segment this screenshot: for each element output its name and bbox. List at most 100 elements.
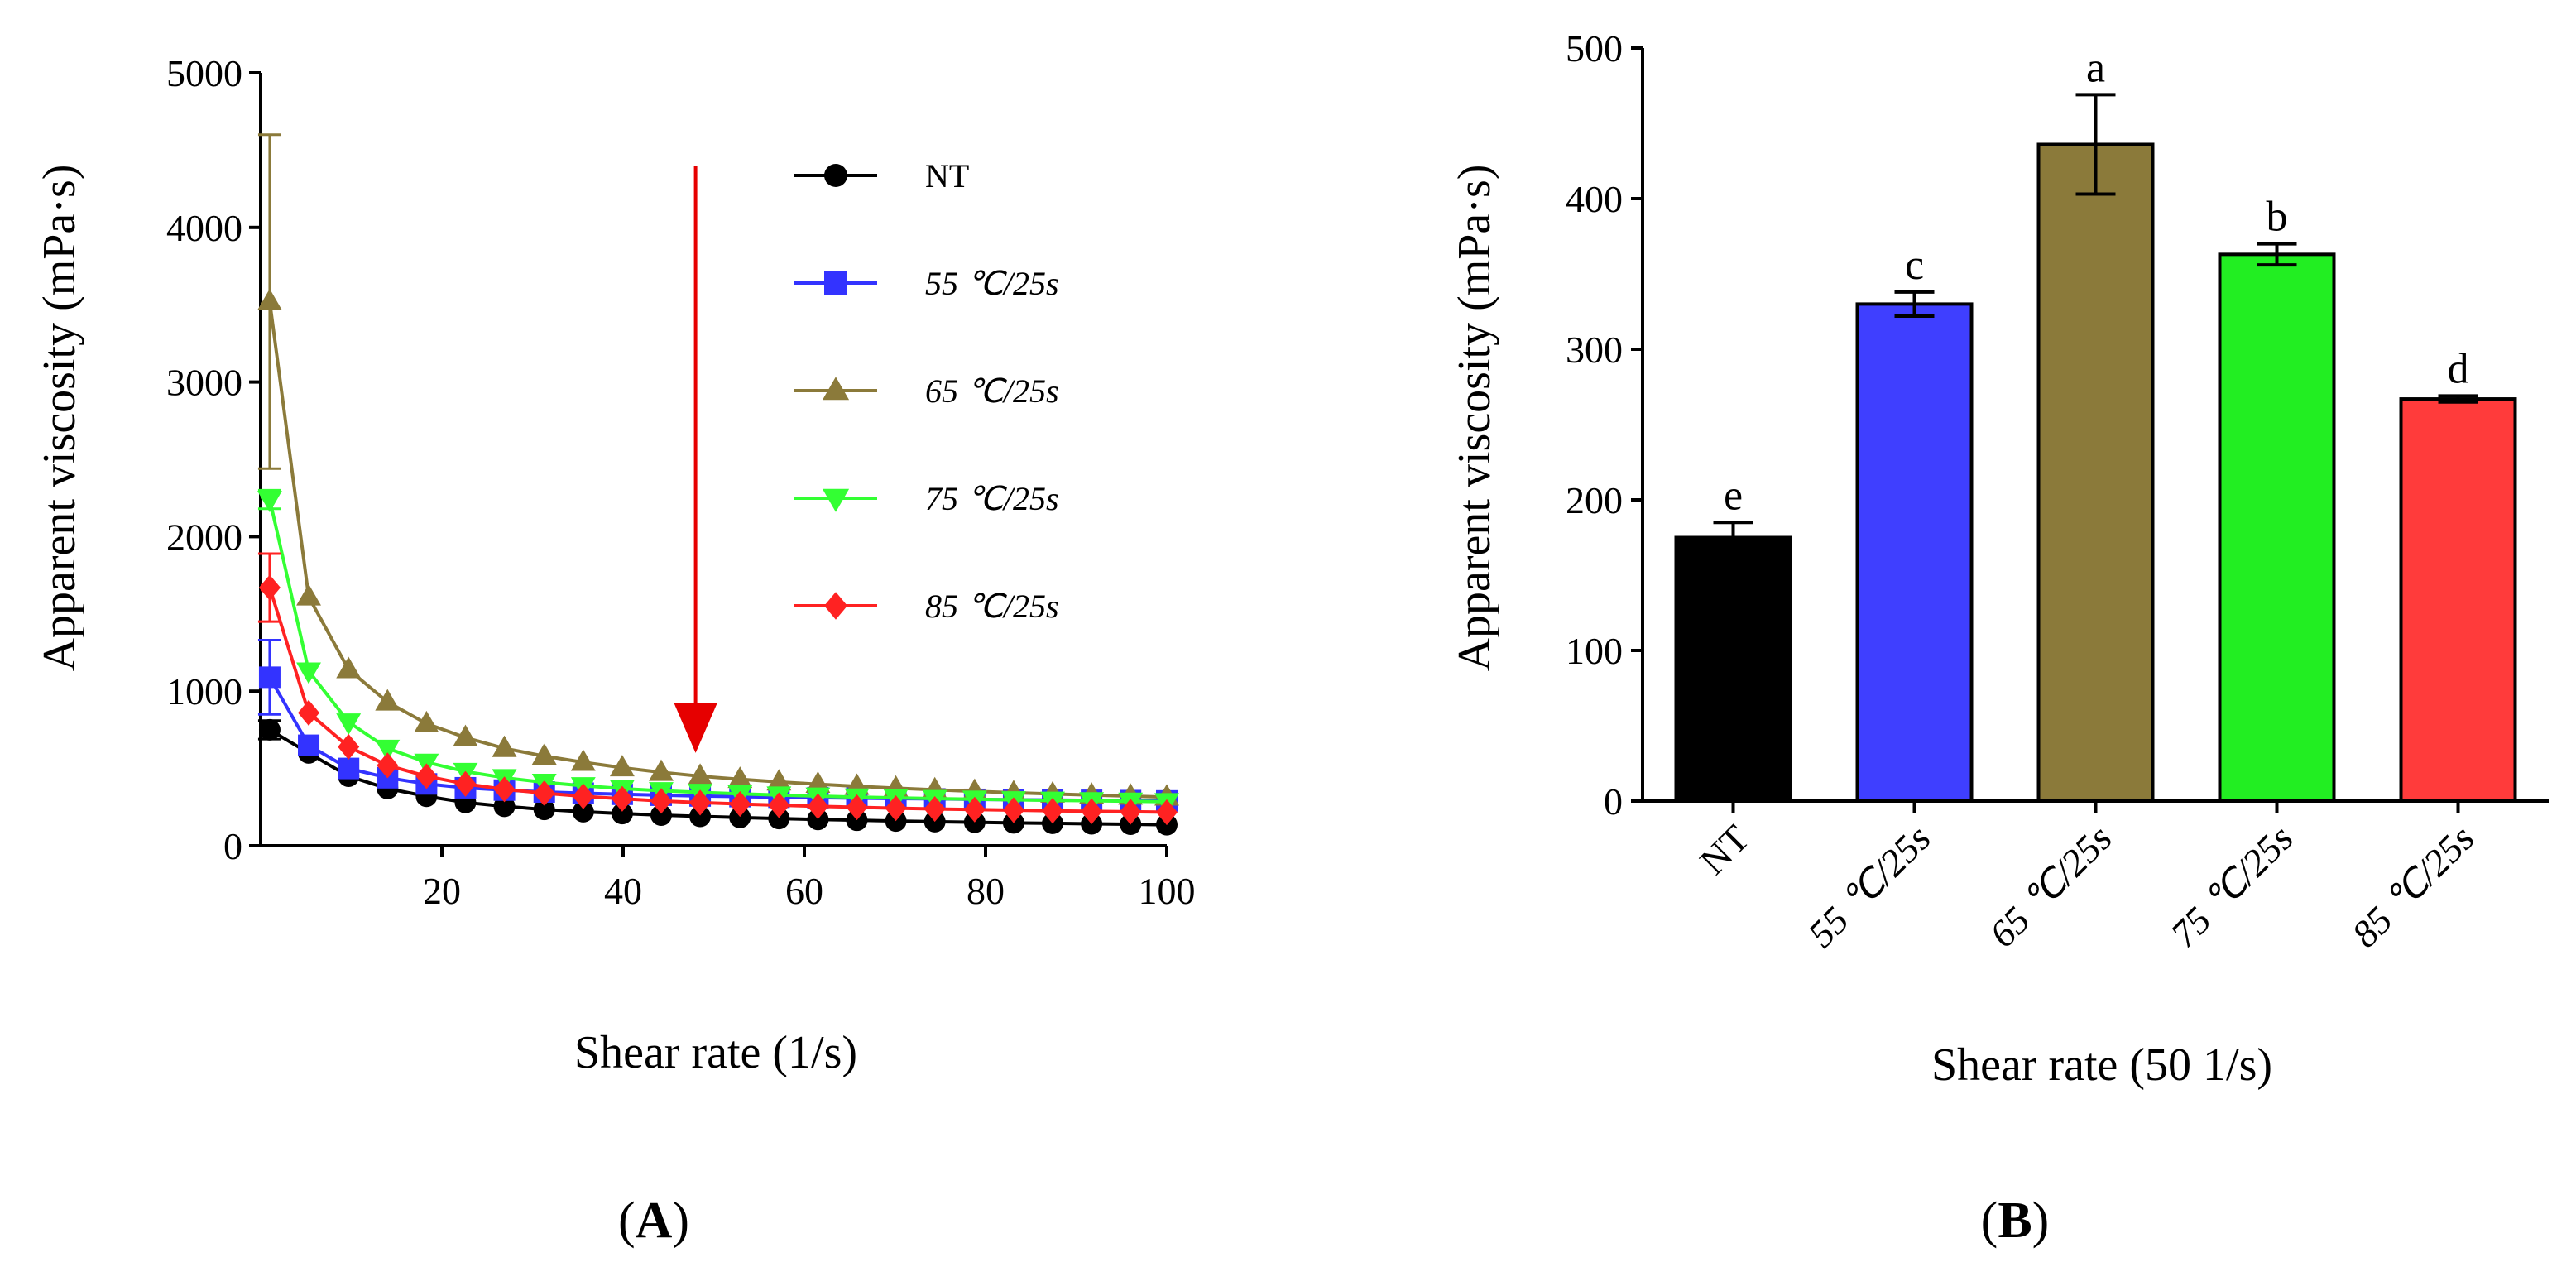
panel-a-series-line	[268, 676, 1168, 803]
panel-a-arrow-head	[674, 703, 717, 753]
panel-a-legend-marker	[822, 488, 850, 512]
panel-b-axes: 0 100 200 300 400 500	[1566, 27, 2549, 823]
panel-a-data-point	[493, 795, 516, 818]
panel-b-bar-group: e NT	[1674, 472, 1792, 882]
panel-a-data-point	[807, 793, 829, 819]
panel-a-y-tick-label: 5000	[166, 52, 242, 94]
panel-b-x-tick-label: 75 ℃/25s	[2162, 817, 2300, 955]
panel-a-series-4	[257, 552, 1178, 826]
panel-b-bar-group: b 75 ℃/25s	[2162, 194, 2336, 955]
panel-a-legend: NT 55 ℃/25s 65 ℃/25s 75 ℃/25s 85 ℃/25s	[794, 157, 1059, 625]
panel-a-data-point	[375, 739, 401, 761]
panel-b-significance-letter: d	[2448, 345, 2469, 392]
panel-a-data-point	[729, 806, 751, 828]
panel-a-data-point	[533, 799, 555, 821]
panel-a-legend-label: 75 ℃/25s	[925, 480, 1059, 517]
panel-b-bar	[2399, 397, 2517, 803]
panel-b-y-tick-label: 300	[1566, 329, 1623, 371]
panel-a-data-point	[454, 770, 477, 797]
panel-a-legend-item: 85 ℃/25s	[794, 588, 1059, 625]
panel-a-data-point	[298, 699, 320, 726]
panel-a-legend-marker	[824, 271, 847, 295]
panel-b-bar	[2218, 252, 2336, 803]
panel-a-data-point	[1002, 797, 1024, 823]
panel-a-data-point	[296, 662, 321, 684]
panel-a-annotation	[674, 166, 717, 753]
panel-a-legend-label: 85 ℃/25s	[925, 588, 1059, 625]
panel-b-label: (B)	[1981, 1193, 2050, 1249]
panel-a-legend-label: 55 ℃/25s	[925, 265, 1059, 302]
panel-b-x-tick-label: 65 ℃/25s	[1981, 817, 2119, 955]
panel-a-legend-item: 75 ℃/25s	[794, 480, 1059, 517]
panel-a-legend-label: NT	[925, 157, 969, 194]
panel-a-data-point	[531, 743, 557, 765]
panel-a-data-point	[258, 718, 281, 741]
panel-b-y-axis-title: Apparent viscosity (mPa·s)	[1449, 165, 1500, 672]
panel-a-series-1	[257, 639, 1178, 812]
panel-b-bar	[2036, 142, 2155, 804]
panel-a-data-point	[766, 769, 792, 791]
panel-a-data-point	[336, 656, 362, 679]
panel-a-data-point	[768, 808, 790, 830]
panel-a-y-tick-label: 1000	[166, 670, 242, 713]
panel-a-data-point	[1156, 799, 1178, 826]
panel-a-series	[257, 133, 1179, 836]
panel-b-y-tick-label: 200	[1566, 479, 1623, 521]
panel-a-data-point	[885, 795, 907, 822]
panel-b-bar	[1674, 535, 1792, 803]
panel-a-data-point	[338, 757, 360, 780]
panel-b-significance-letter: c	[1905, 242, 1924, 289]
panel-a-data-point	[846, 794, 868, 821]
panel-a-data-point	[296, 583, 321, 606]
panel-a-data-point	[727, 766, 753, 789]
panel-a-y-tick-label: 0	[223, 825, 242, 867]
panel-a-data-point	[453, 724, 478, 746]
panel-a-data-point	[963, 796, 986, 823]
panel-a-legend-item: 55 ℃/25s	[794, 265, 1059, 302]
panel-a-data-point	[650, 788, 672, 814]
panel-a-x-tick-label: 40	[604, 870, 642, 912]
panel-a-data-point	[492, 735, 517, 757]
panel-a-y-tick-label: 3000	[166, 362, 242, 404]
panel-b-x-tick-label: 55 ℃/25s	[1800, 817, 1938, 955]
panel-a-data-point	[493, 776, 516, 803]
panel-b-x-axis-title: Shear rate (50 1/s)	[1931, 1039, 2272, 1091]
panel-a-legend-marker	[824, 592, 847, 620]
panel-a-data-point	[336, 713, 362, 736]
panel-b-significance-letter: a	[2086, 44, 2105, 91]
panel-a-data-point	[415, 763, 438, 789]
panel-b-x-tick-label: 85 ℃/25s	[2343, 817, 2482, 955]
panel-a-data-point	[649, 759, 674, 781]
panel-a-data-point	[688, 763, 713, 785]
panel-a-data-point	[572, 800, 594, 823]
panel-a-data-point	[807, 809, 829, 831]
panel-a-data-point	[689, 789, 712, 816]
panel-b-x-tick-label: NT	[1691, 817, 1757, 882]
panel-a-y-tick-label: 2000	[166, 516, 242, 558]
panel-a-data-point	[1042, 798, 1064, 824]
panel-a-y-axis-title: Apparent viscosity (mPa·s)	[34, 165, 85, 672]
panel-a-data-point	[257, 288, 282, 310]
panel-a-data-point	[768, 792, 790, 818]
panel-a-label: (A)	[618, 1193, 689, 1249]
panel-a-data-point	[609, 755, 635, 777]
panel-a-y-tick-label: 4000	[166, 207, 242, 249]
panel-b-y-tick-label: 0	[1604, 780, 1623, 823]
panel-a-data-point	[923, 795, 946, 823]
panel-a-legend-marker	[822, 377, 850, 401]
panel-b-y-tick-label: 400	[1566, 178, 1623, 220]
panel-a-line-chart: 0 1000 2000 3000 4000 5000 20 40 60 80 100 NT 55 ℃/…	[34, 52, 1196, 1249]
panel-a-axes: 0 1000 2000 3000 4000 5000 20 40 60 80 100	[166, 52, 1196, 912]
panel-a-data-point	[258, 574, 281, 601]
panel-b-significance-letter: b	[2267, 194, 2288, 241]
panel-a-data-point	[572, 783, 594, 809]
panel-a-data-point	[650, 804, 672, 827]
panel-a-data-point	[846, 809, 868, 832]
panel-a-x-tick-label: 80	[967, 870, 1005, 912]
panel-a-data-point	[375, 689, 401, 711]
panel-a-x-tick-label: 20	[423, 870, 461, 912]
panel-a-data-point	[1120, 799, 1142, 825]
panel-a-legend-marker	[824, 164, 847, 187]
panel-b-bar-group: c 55 ℃/25s	[1800, 242, 1974, 955]
panel-a-data-point	[257, 491, 282, 513]
